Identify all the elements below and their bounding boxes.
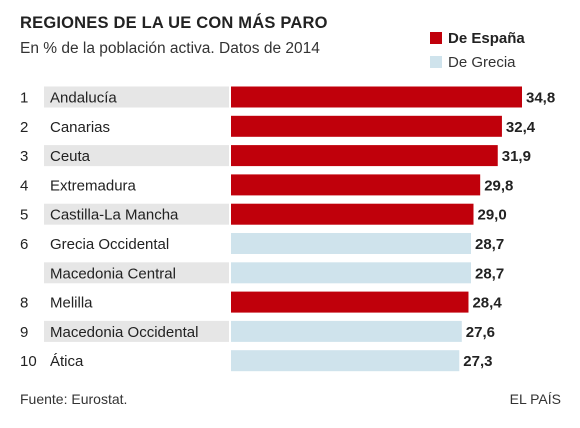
- legend-label-greece: De Grecia: [448, 53, 516, 71]
- bar-greece: [231, 262, 471, 284]
- bar-value-label: 27,3: [463, 353, 492, 370]
- row-region-label: Grecia Occidental: [50, 236, 169, 253]
- row-region-label: Extremadura: [50, 177, 137, 194]
- row-rank: 10: [20, 353, 37, 370]
- legend-label-spain: De España: [448, 29, 525, 47]
- row-rank: 2: [20, 119, 28, 136]
- legend-swatch-greece: [430, 56, 442, 68]
- row-rank: 9: [20, 324, 28, 341]
- row-region-label: Andalucía: [50, 90, 117, 107]
- row-rank: 1: [20, 90, 28, 107]
- row-rank: 4: [20, 177, 28, 194]
- row-region-label: Ática: [50, 353, 84, 370]
- row-label-band: [44, 86, 229, 108]
- legend: De España De Grecia: [430, 26, 525, 74]
- row-label-band: [44, 320, 229, 342]
- bar-value-label: 28,7: [475, 236, 504, 253]
- bar-value-label: 31,9: [502, 148, 531, 165]
- bar-spain: [231, 174, 481, 196]
- chart-subtitle: En % de la población activa. Datos de 20…: [20, 40, 320, 57]
- bar-value-label: 29,0: [478, 207, 507, 224]
- bar-spain: [231, 203, 474, 225]
- bar-spain: [231, 291, 469, 313]
- row-rank: 5: [20, 207, 28, 224]
- bar-value-label: 27,6: [466, 324, 495, 341]
- bar-greece: [231, 233, 471, 254]
- bar-greece: [231, 320, 462, 342]
- bar-spain: [231, 145, 498, 167]
- row-rank: 3: [20, 148, 28, 165]
- row-rank: 8: [20, 295, 28, 312]
- row-region-label: Ceuta: [50, 148, 91, 165]
- row-region-label: Macedonia Occidental: [50, 324, 198, 341]
- legend-item-spain: De España: [430, 26, 525, 50]
- legend-swatch-spain: [430, 32, 442, 44]
- row-region-label: Melilla: [50, 295, 93, 312]
- row-label-band: [44, 203, 229, 225]
- bar-value-label: 34,8: [526, 90, 555, 107]
- row-label-band: [44, 262, 229, 284]
- source-note: Fuente: Eurostat.: [20, 391, 128, 407]
- chart-title: REGIONES DE LA UE CON MÁS PARO: [20, 14, 328, 32]
- bar-value-label: 28,4: [472, 295, 502, 312]
- row-region-label: Canarias: [50, 119, 110, 136]
- row-label-band: [44, 145, 229, 167]
- bar-spain: [231, 86, 522, 108]
- bar-value-label: 28,7: [475, 265, 504, 282]
- bar-value-label: 29,8: [484, 177, 513, 194]
- row-region-label: Castilla-La Mancha: [50, 207, 179, 224]
- publisher-credit: EL PAÍS: [509, 391, 561, 407]
- bar-greece: [231, 350, 460, 372]
- bar-spain: [231, 115, 502, 137]
- legend-item-greece: De Grecia: [430, 50, 525, 74]
- row-region-label: Macedonia Central: [50, 265, 176, 282]
- row-rank: 6: [20, 236, 28, 253]
- bar-value-label: 32,4: [506, 119, 536, 136]
